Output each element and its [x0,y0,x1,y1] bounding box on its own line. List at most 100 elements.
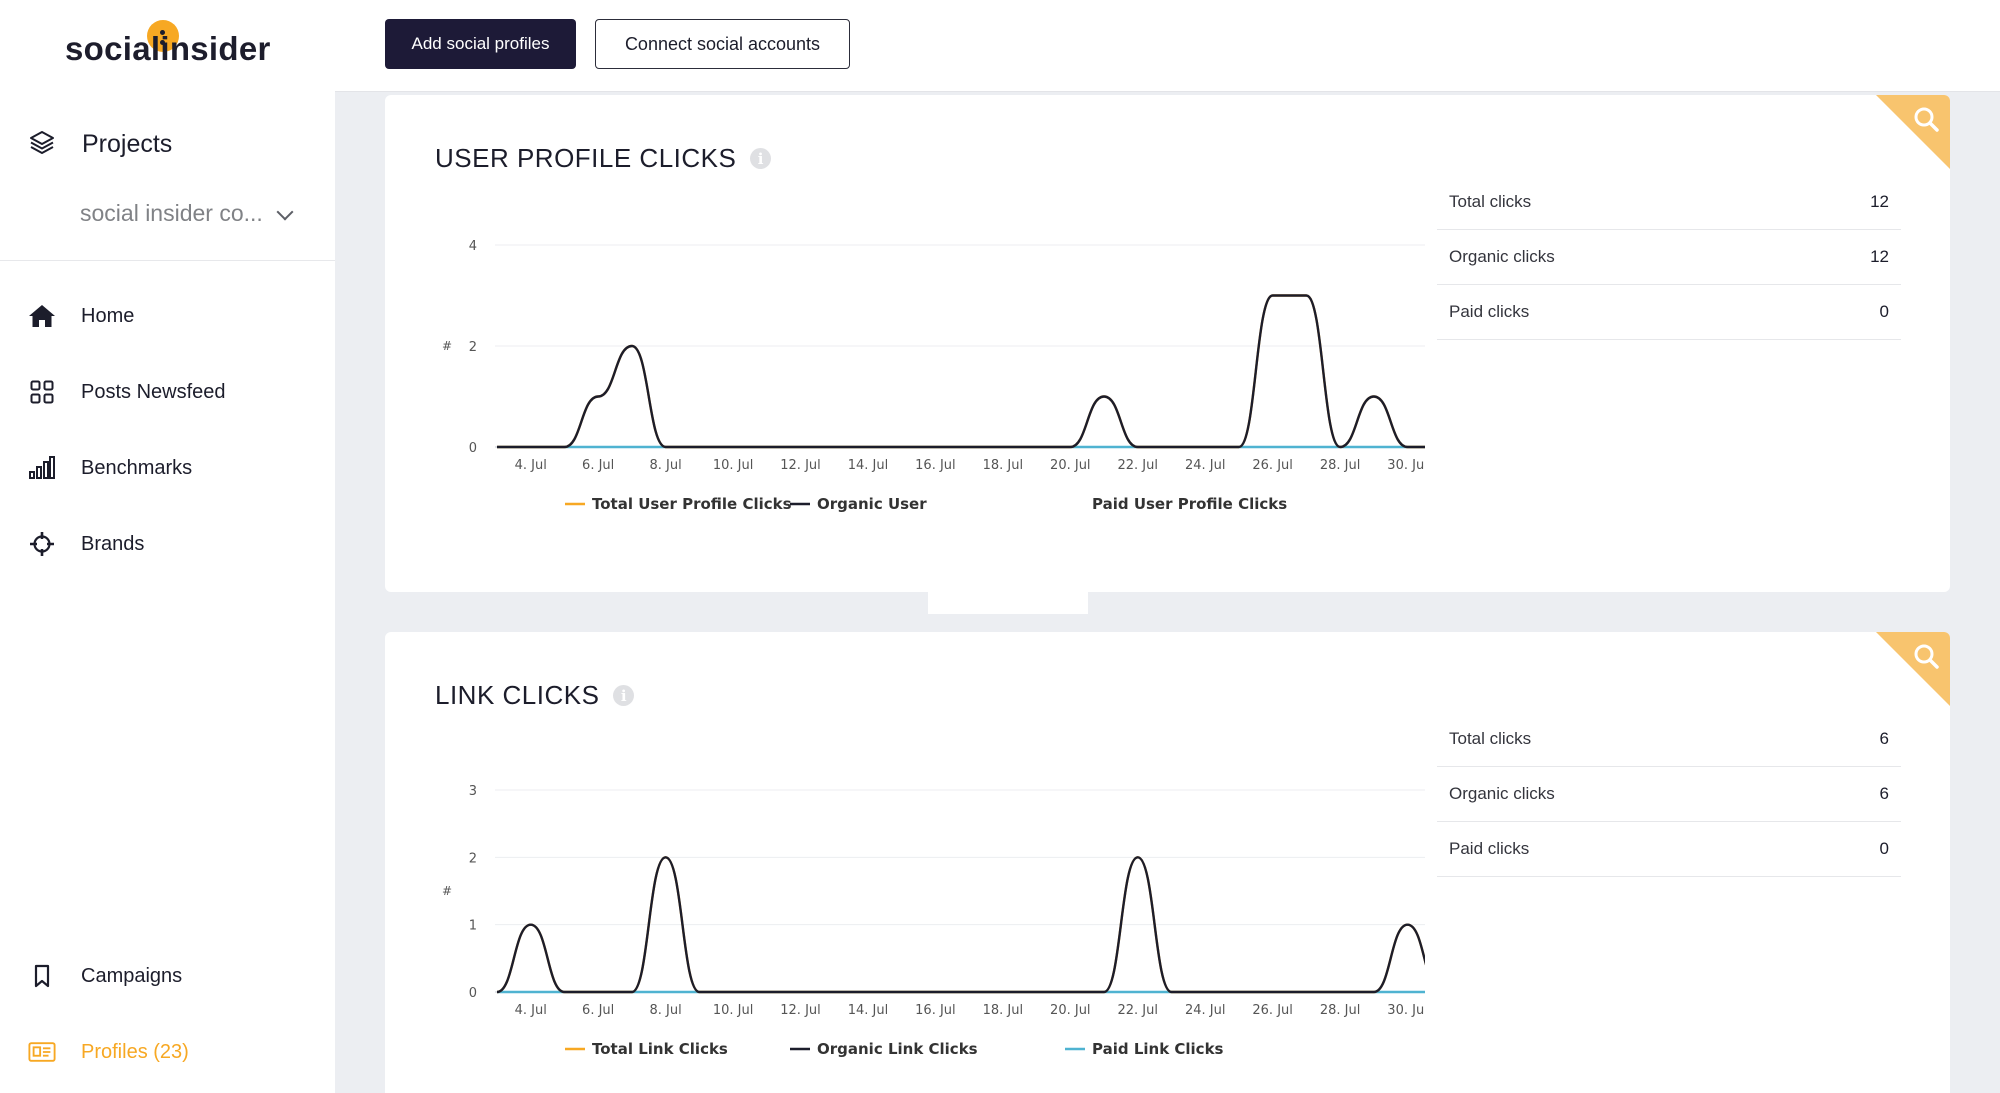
stat-row-paid: Paid clicks 0 [1437,822,1901,877]
expand-corner[interactable] [1876,95,1950,169]
search-icon[interactable] [1912,105,1940,133]
card-connector [928,592,1088,614]
sidebar-item-profiles[interactable]: Profiles (23) [28,1038,189,1066]
top-toolbar: Add social profiles Connect social accou… [335,0,2000,92]
info-icon[interactable]: i [750,148,772,169]
x-tick-label: 8. Jul [650,1003,682,1018]
sidebar-item-label: Benchmarks [81,456,193,479]
x-tick-label: 18. Jul [983,1003,1024,1018]
legend-label: Total Link Clicks [592,1040,728,1058]
logo-mark-icon [147,20,179,52]
sidebar-item-brands[interactable]: Brands [28,530,144,558]
sidebar: socialinsider Projects social insider co… [0,0,335,1093]
sidebar-item-label: Brands [81,532,145,555]
card-title: USER PROFILE CLICKS i [435,143,772,174]
y-tick-label: 0 [469,986,477,1001]
x-tick-label: 14. Jul [848,458,889,473]
x-tick-label: 18. Jul [983,458,1024,473]
legend-item[interactable]: Organic Link Clicks [790,1040,978,1058]
target-icon [28,530,56,558]
x-tick-label: 28. Jul [1320,1003,1361,1018]
home-icon [28,302,56,330]
x-tick-label: 30. Jul [1387,1003,1425,1018]
legend-item[interactable]: Total Link Clicks [565,1040,728,1058]
y-axis-label: # [442,339,452,353]
legend-item[interactable]: Total User Profile Clicks [565,495,792,513]
x-tick-label: 10. Jul [713,1003,754,1018]
x-tick-label: 8. Jul [650,458,682,473]
link-clicks-card: LINK CLICKS i 0 1 2 3 #4. Jul 6. Jul 8. Jul 10.… [385,632,1950,1093]
series-line [496,856,1475,994]
x-tick-label: 16. Jul [915,458,956,473]
x-tick-label: 12. Jul [780,1003,821,1018]
stat-row-paid: Paid clicks 0 [1437,285,1901,340]
legend-label: Organic Link Clicks [817,1040,978,1058]
x-tick-label: 16. Jul [915,1003,956,1018]
x-tick-label: 30. Jul [1387,458,1425,473]
sidebar-item-label: Campaigns [81,964,183,987]
series-line [497,294,1476,449]
y-axis-label: # [442,884,452,898]
x-tick-label: 26. Jul [1252,458,1293,473]
legend-item[interactable]: Organic User [790,495,927,513]
x-tick-label: 14. Jul [848,1003,889,1018]
expand-corner[interactable] [1876,632,1950,706]
grid-icon [28,378,56,406]
sidebar-item-benchmarks[interactable]: Benchmarks [28,454,192,482]
x-tick-label: 6. Jul [582,1003,614,1018]
x-tick-label: 10. Jul [713,458,754,473]
sidebar-divider [0,260,335,261]
x-tick-label: 22. Jul [1118,1003,1159,1018]
x-tick-label: 26. Jul [1252,1003,1293,1018]
x-tick-label: 20. Jul [1050,458,1091,473]
stat-row-organic: Organic clicks 6 [1437,767,1901,822]
y-tick-label: 2 [469,851,477,866]
legend-label: Paid User Profile Clicks [1092,495,1287,513]
profile-card-icon [28,1038,56,1066]
legend-label: Paid Link Clicks [1092,1040,1224,1058]
sidebar-item-campaigns[interactable]: Campaigns [28,962,182,990]
x-tick-label: 24. Jul [1185,458,1226,473]
stats-table: Total clicks 12 Organic clicks 12 Paid cli… [1437,175,1901,340]
legend-label: Total User Profile Clicks [592,495,792,513]
sidebar-item-label: Home [81,304,135,327]
y-tick-label: 1 [469,919,477,934]
stat-row-total: Total clicks 12 [1437,175,1901,230]
stat-row-organic: Organic clicks 12 [1437,230,1901,285]
sidebar-item-posts-newsfeed[interactable]: Posts Newsfeed [28,378,226,406]
chevron-down-icon [276,203,294,220]
project-dropdown[interactable]: social insider co... [80,200,294,227]
link-clicks-chart: 0 1 2 3 #4. Jul 6. Jul 8. Jul 10. Jul 12. Jul 14.… [425,780,1496,1085]
sidebar-item-home[interactable]: Home [28,302,134,330]
sidebar-item-label: Profiles (23) [81,1040,189,1063]
card-title: LINK CLICKS i [435,680,635,711]
user-profile-clicks-card: USER PROFILE CLICKS i 0 2 4 #4. Jul 6. Jul 8.… [385,95,1950,592]
projects-header[interactable]: Projects [28,128,172,161]
search-icon[interactable] [1912,642,1940,670]
x-tick-label: 6. Jul [582,458,614,473]
x-tick-label: 24. Jul [1185,1003,1226,1018]
chart-svg: 0 1 2 3 #4. Jul 6. Jul 8. Jul 10. Jul 12. Jul 14.… [442,784,1496,1058]
stats-table: Total clicks 6 Organic clicks 6 Paid click… [1437,712,1901,877]
y-tick-label: 2 [469,340,477,355]
project-selected-value: social insider co... [80,200,263,226]
y-tick-label: 4 [469,239,477,254]
x-tick-label: 12. Jul [780,458,821,473]
user-profile-clicks-chart: 0 2 4 #4. Jul 6. Jul 8. Jul 10. Jul 12. Jul 14. … [425,235,1496,540]
stat-row-total: Total clicks 6 [1437,712,1901,767]
sidebar-item-label: Posts Newsfeed [81,380,226,403]
legend-item[interactable]: Paid User Profile Clicks [1092,495,1287,513]
x-tick-label: 22. Jul [1118,458,1159,473]
connect-social-accounts-button[interactable]: Connect social accounts [595,19,850,69]
chart-svg: 0 2 4 #4. Jul 6. Jul 8. Jul 10. Jul 12. Jul 14. … [442,239,1496,513]
legend-label: Organic User [817,495,927,513]
y-tick-label: 0 [469,441,477,456]
x-tick-label: 4. Jul [515,1003,547,1018]
bar-chart-icon [28,454,56,482]
legend-item[interactable]: Paid Link Clicks [1065,1040,1224,1058]
y-tick-label: 3 [469,784,477,799]
info-icon[interactable]: i [613,685,635,706]
x-tick-label: 20. Jul [1050,1003,1091,1018]
logo[interactable]: socialinsider [65,20,271,68]
add-social-profiles-button[interactable]: Add social profiles [385,19,576,69]
